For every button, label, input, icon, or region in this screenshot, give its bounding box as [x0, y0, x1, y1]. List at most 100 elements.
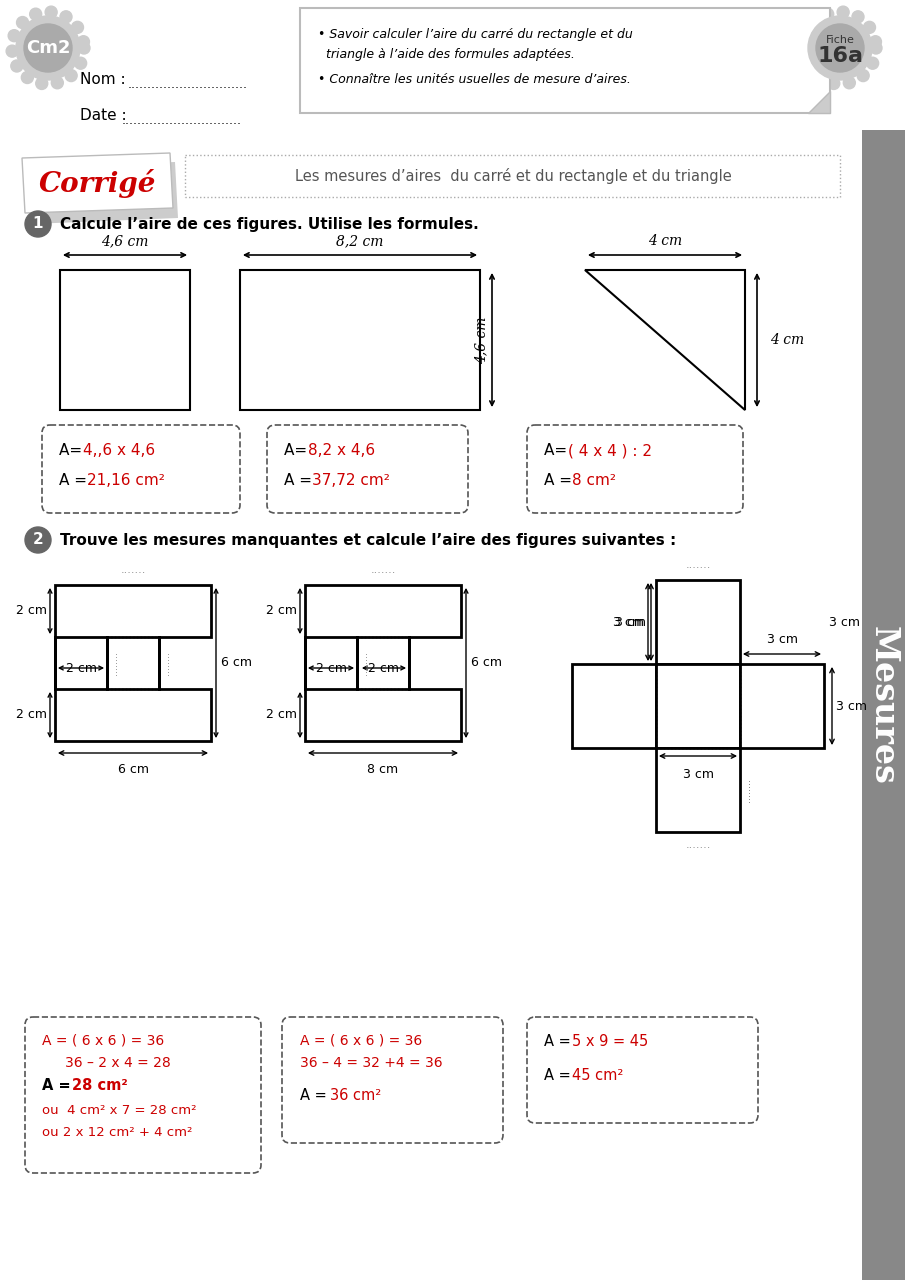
Text: Fiche: Fiche	[825, 35, 854, 45]
Text: A =: A =	[300, 1088, 331, 1103]
Text: Corrigé: Corrigé	[38, 169, 156, 197]
Circle shape	[74, 58, 87, 69]
Text: 2 cm: 2 cm	[316, 662, 347, 675]
Text: 3 cm: 3 cm	[836, 699, 867, 713]
Text: Les mesures d’aires  du carré et du rectangle et du triangle: Les mesures d’aires du carré et du recta…	[295, 168, 731, 184]
Circle shape	[16, 17, 29, 28]
Circle shape	[798, 45, 810, 58]
Circle shape	[52, 77, 63, 88]
Polygon shape	[55, 585, 211, 741]
Circle shape	[800, 29, 812, 42]
Text: ........: ........	[109, 652, 119, 675]
Circle shape	[828, 78, 840, 90]
Text: 2: 2	[33, 532, 43, 548]
Text: 37,72 cm²: 37,72 cm²	[312, 474, 390, 488]
Text: A=: A=	[284, 443, 312, 458]
FancyBboxPatch shape	[656, 664, 740, 748]
Text: .......: .......	[120, 564, 146, 575]
Text: 2 cm: 2 cm	[65, 662, 97, 675]
Text: 3 cm: 3 cm	[682, 768, 713, 781]
Text: 3 cm: 3 cm	[829, 616, 860, 628]
Text: ..............................: ..............................	[122, 114, 242, 127]
Circle shape	[78, 42, 90, 54]
Polygon shape	[305, 585, 461, 741]
FancyBboxPatch shape	[300, 8, 830, 113]
Text: 4 cm: 4 cm	[648, 234, 682, 248]
Text: Trouve les mesures manquantes et calcule l’aire des figures suivantes :: Trouve les mesures manquantes et calcule…	[60, 532, 676, 548]
Text: 8 cm: 8 cm	[367, 763, 398, 776]
Circle shape	[36, 78, 48, 90]
Circle shape	[870, 36, 881, 47]
Text: Date :: Date :	[80, 108, 127, 123]
Text: 4,,6 x 4,6: 4,,6 x 4,6	[83, 443, 155, 458]
Text: 2 cm: 2 cm	[16, 604, 47, 617]
Circle shape	[78, 36, 90, 47]
FancyBboxPatch shape	[656, 580, 740, 664]
FancyBboxPatch shape	[656, 748, 740, 832]
Text: • Savoir calculer l’aire du carré du rectangle et du: • Savoir calculer l’aire du carré du rec…	[318, 28, 633, 41]
Circle shape	[30, 8, 42, 20]
Text: ........: ........	[742, 778, 752, 803]
Circle shape	[65, 69, 77, 82]
Circle shape	[11, 60, 23, 72]
Text: ........: ........	[359, 652, 369, 675]
Text: A =: A =	[59, 474, 92, 488]
Circle shape	[808, 15, 872, 79]
Text: .......: .......	[685, 840, 710, 850]
FancyBboxPatch shape	[740, 664, 824, 748]
Circle shape	[816, 24, 864, 72]
Circle shape	[22, 72, 33, 83]
Polygon shape	[28, 163, 178, 224]
FancyBboxPatch shape	[527, 425, 743, 513]
Circle shape	[837, 6, 849, 18]
Circle shape	[870, 42, 882, 54]
Text: 2 cm: 2 cm	[367, 662, 398, 675]
Circle shape	[24, 24, 72, 72]
FancyBboxPatch shape	[527, 1018, 758, 1123]
Text: 4,6 cm: 4,6 cm	[474, 316, 488, 364]
FancyBboxPatch shape	[60, 270, 190, 410]
FancyBboxPatch shape	[185, 155, 840, 197]
Text: A =: A =	[42, 1078, 76, 1093]
Text: A=: A=	[59, 443, 87, 458]
Text: 3 cm: 3 cm	[613, 616, 644, 628]
Circle shape	[852, 10, 864, 23]
Text: Nom :: Nom :	[80, 72, 126, 87]
FancyBboxPatch shape	[282, 1018, 503, 1143]
Text: 21,16 cm²: 21,16 cm²	[87, 474, 165, 488]
Text: ..............................: ..............................	[128, 78, 248, 91]
Text: 6 cm: 6 cm	[221, 657, 252, 669]
Text: 28 cm²: 28 cm²	[72, 1078, 128, 1093]
Text: ou 2 x 12 cm² + 4 cm²: ou 2 x 12 cm² + 4 cm²	[42, 1126, 193, 1139]
Circle shape	[6, 45, 18, 58]
Text: 3 cm: 3 cm	[615, 616, 646, 628]
Text: • Connaître les unités usuelles de mesure d’aires.: • Connaître les unités usuelles de mesur…	[318, 73, 631, 86]
Polygon shape	[22, 154, 173, 212]
Circle shape	[803, 60, 814, 72]
Polygon shape	[585, 270, 745, 410]
Text: 2 cm: 2 cm	[266, 604, 297, 617]
Text: A =: A =	[544, 1034, 576, 1050]
Circle shape	[45, 6, 57, 18]
FancyBboxPatch shape	[267, 425, 468, 513]
Text: 5 x 9 = 45: 5 x 9 = 45	[572, 1034, 648, 1050]
Circle shape	[808, 17, 821, 28]
Circle shape	[822, 8, 834, 20]
Text: A = ( 6 x 6 ) = 36: A = ( 6 x 6 ) = 36	[42, 1034, 164, 1048]
Text: A=: A=	[544, 443, 572, 458]
FancyBboxPatch shape	[240, 270, 480, 410]
Circle shape	[71, 22, 83, 33]
Text: ou  4 cm² x 7 = 28 cm²: ou 4 cm² x 7 = 28 cm²	[42, 1103, 196, 1117]
Circle shape	[25, 527, 51, 553]
Circle shape	[16, 15, 80, 79]
Text: http://www.i-profs.fr: http://www.i-profs.fr	[878, 1051, 888, 1148]
Text: A =: A =	[544, 474, 576, 488]
Text: .......: .......	[685, 561, 710, 570]
Text: ( 4 x 4 ) : 2: ( 4 x 4 ) : 2	[568, 443, 652, 458]
Text: 2 cm: 2 cm	[16, 709, 47, 722]
Text: A = ( 6 x 6 ) = 36: A = ( 6 x 6 ) = 36	[300, 1034, 423, 1048]
Circle shape	[25, 211, 51, 237]
Text: 16a: 16a	[817, 46, 863, 67]
Text: 36 – 4 = 32 +4 = 36: 36 – 4 = 32 +4 = 36	[300, 1056, 443, 1070]
Text: 1: 1	[33, 216, 43, 232]
